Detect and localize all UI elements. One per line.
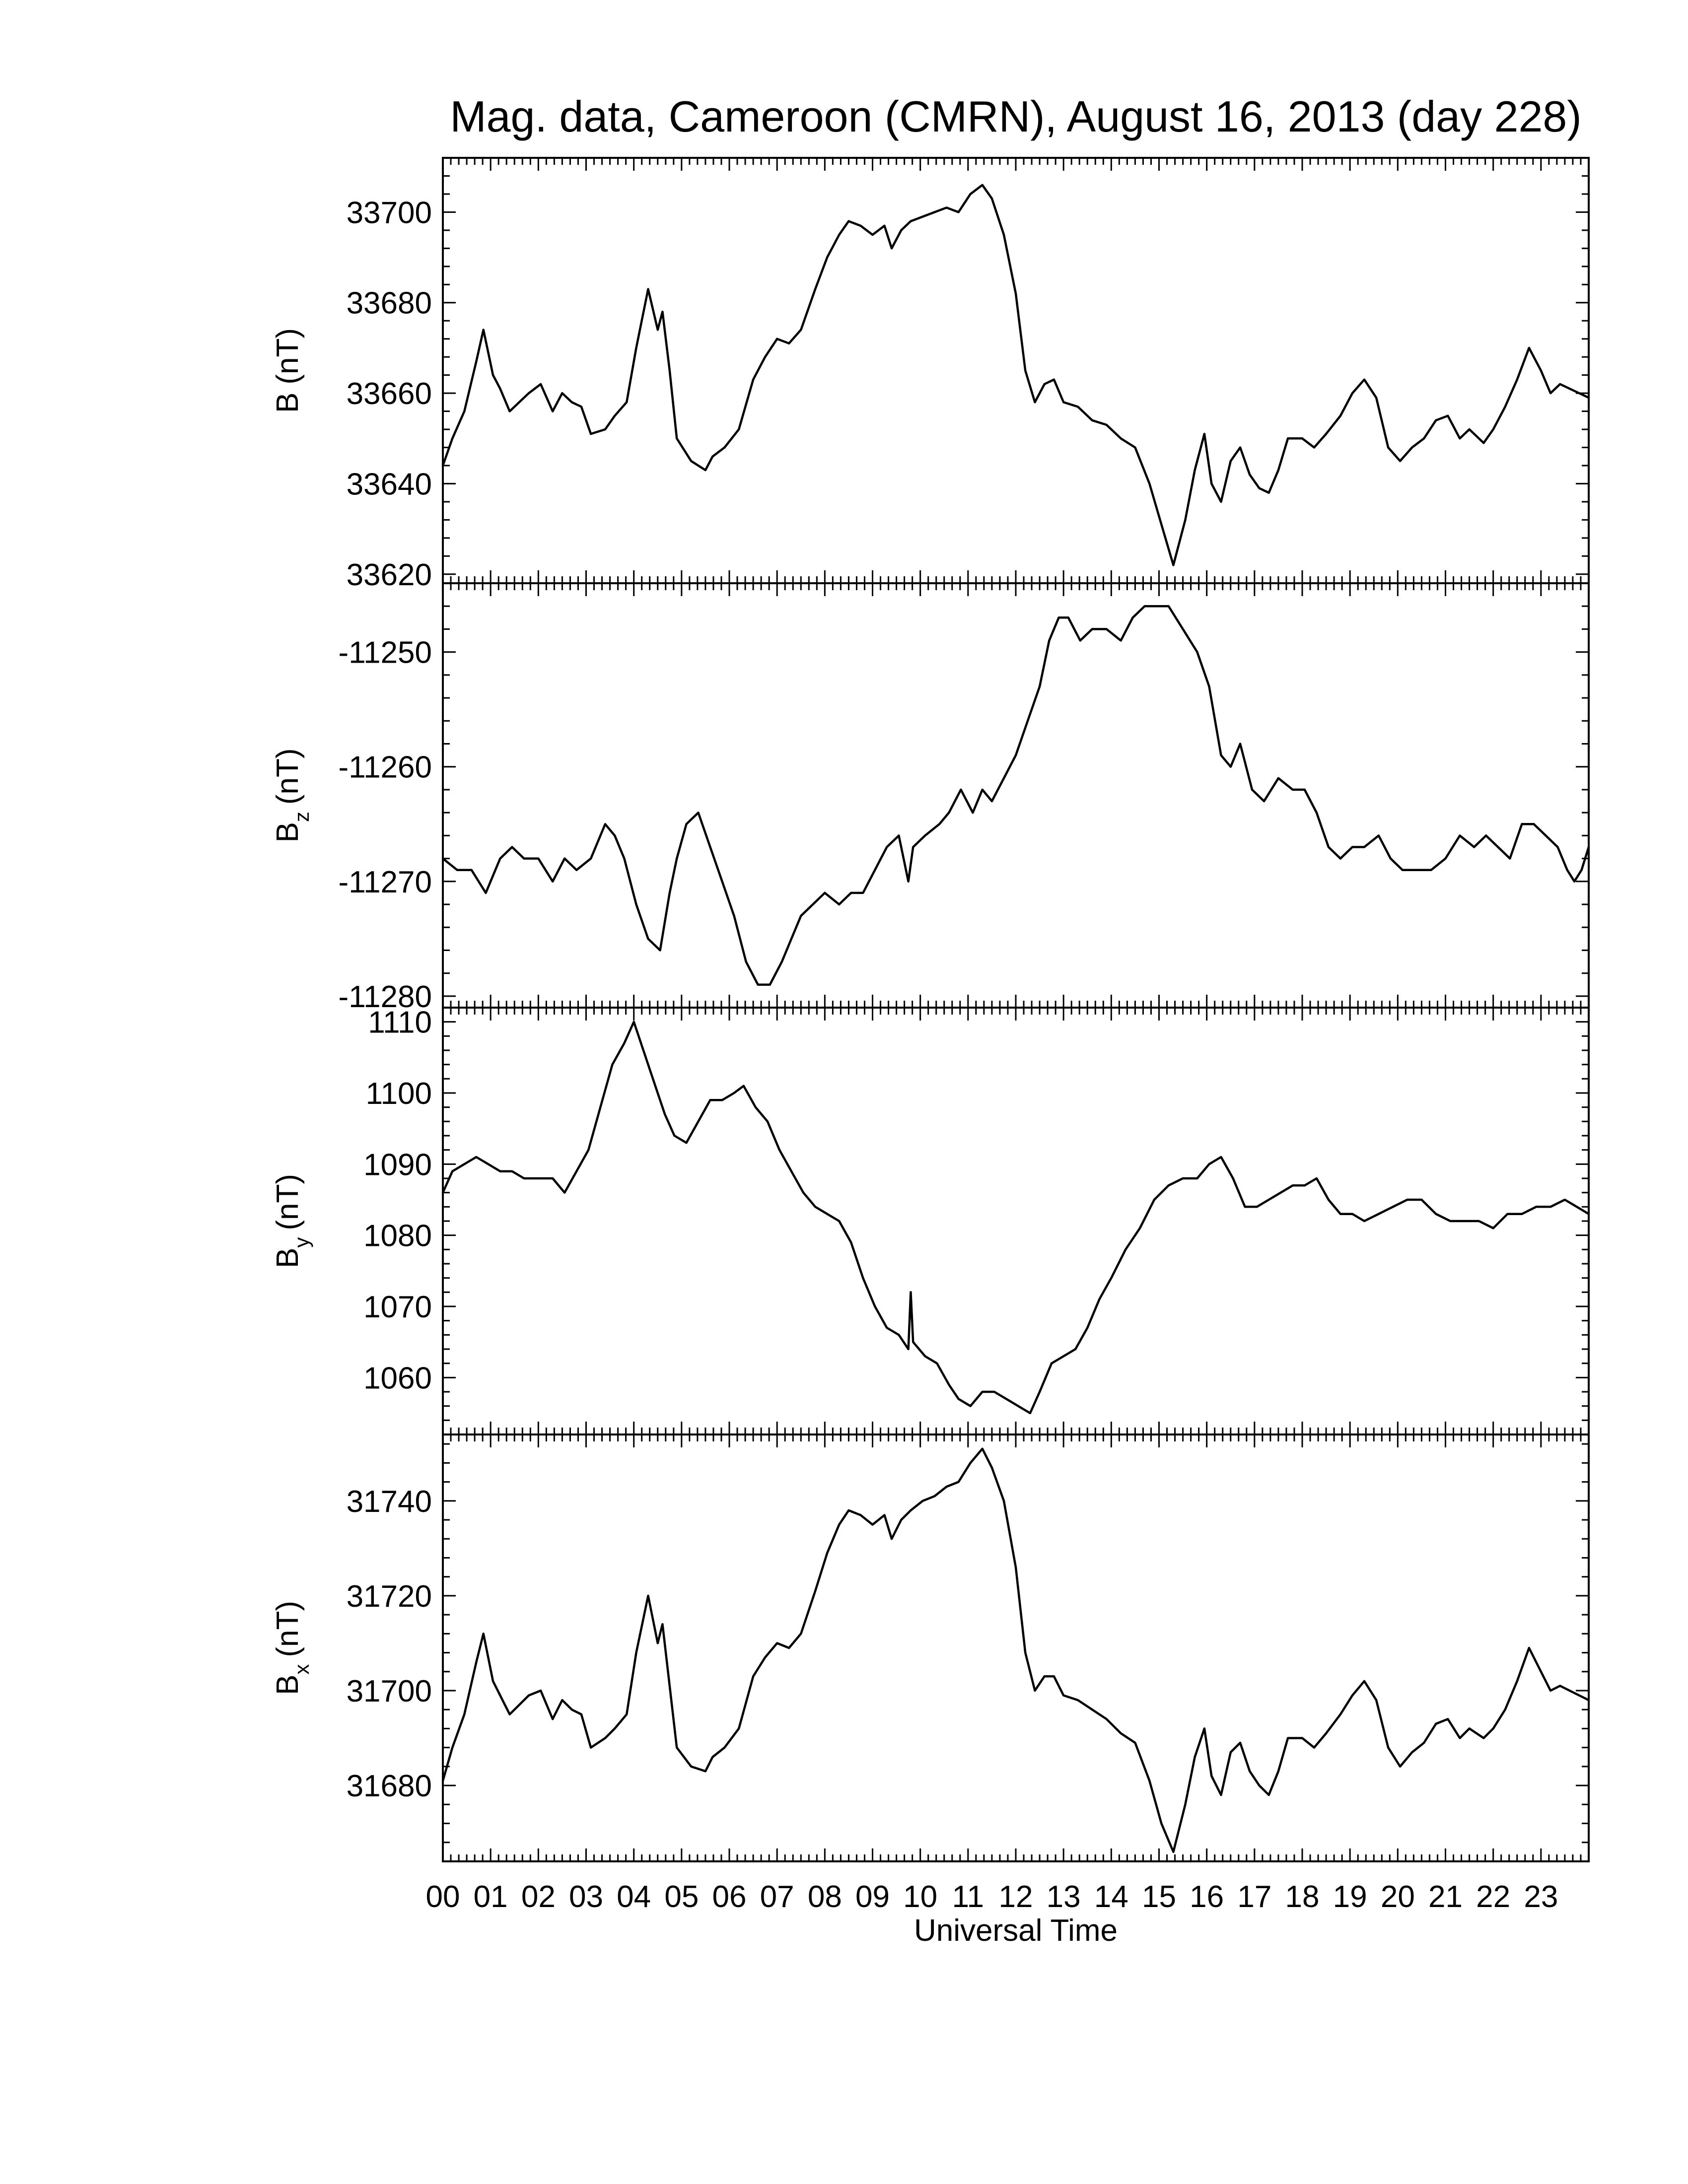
y-tick-label: 31740 bbox=[347, 1485, 432, 1519]
x-tick-label: 01 bbox=[474, 1880, 508, 1914]
y-tick-label: 1110 bbox=[368, 1006, 432, 1040]
y-tick-label: 33660 bbox=[347, 377, 432, 411]
y-tick-label: 33700 bbox=[347, 196, 432, 230]
y-label-main: B bbox=[271, 1248, 305, 1268]
y-axis-label-B: B (nT) bbox=[271, 328, 305, 413]
y-label-unit: (nT) bbox=[271, 748, 305, 805]
y-axis-label-By: By (nT) bbox=[271, 1174, 313, 1268]
x-tick-label: 19 bbox=[1333, 1880, 1367, 1914]
x-tick-label: 23 bbox=[1524, 1880, 1558, 1914]
x-tick-label: 00 bbox=[426, 1880, 460, 1914]
y-tick-label: -11260 bbox=[339, 751, 432, 785]
series-line-By bbox=[441, 1021, 1590, 1415]
y-label-main: B bbox=[271, 822, 305, 842]
y-axis-label-Bx: Bx (nT) bbox=[271, 1601, 313, 1695]
y-label-unit: (nT) bbox=[271, 328, 305, 385]
y-tick-label: 1090 bbox=[363, 1148, 432, 1182]
panel-B: 33620 33640 33660 33680 33700 B (nT) bbox=[271, 157, 1590, 592]
y-tick-label: 33640 bbox=[347, 467, 432, 501]
y-axis-label-Bz: Bz (nT) bbox=[271, 748, 313, 842]
time-axis: 00 01 02 03 04 05 06 07 08 09 10 11 12 13 14 15 16 17 18 19… bbox=[426, 1880, 1558, 1914]
panels-group: 3362033640336603368033700B(nT)-11280-112… bbox=[271, 157, 1590, 1862]
panel-frame bbox=[442, 582, 1590, 1009]
y-tick-label: 1100 bbox=[366, 1077, 432, 1111]
y-tick-label: -11270 bbox=[339, 865, 432, 899]
y-tick-label: 1080 bbox=[363, 1219, 432, 1253]
panel-frame bbox=[442, 1433, 1590, 1862]
panel-Bz: -11280 -11270 -11260 -11250 Bz (nT) bbox=[271, 582, 1590, 1014]
series-line-Bz bbox=[441, 605, 1590, 986]
y-tick-label: 1070 bbox=[363, 1290, 432, 1324]
x-tick-label: 05 bbox=[664, 1880, 699, 1914]
x-tick-label: 22 bbox=[1476, 1880, 1510, 1914]
x-tick-label: 12 bbox=[999, 1880, 1033, 1914]
x-tick-label: 09 bbox=[855, 1880, 890, 1914]
series-line-B bbox=[441, 184, 1590, 566]
chart-title: Mag. data, Cameroon (CMRN), August 16, 2… bbox=[450, 92, 1581, 141]
y-label-subscript: x bbox=[290, 1664, 313, 1675]
y-label-unit: (nT) bbox=[271, 1601, 305, 1657]
y-tick-label: -11250 bbox=[339, 636, 432, 670]
y-tick-label: -11280 bbox=[339, 980, 432, 1014]
y-tick-label: 31680 bbox=[347, 1769, 432, 1803]
x-tick-label: 18 bbox=[1285, 1880, 1320, 1914]
x-tick-label: 02 bbox=[521, 1880, 556, 1914]
series-line-Bx bbox=[441, 1447, 1590, 1853]
y-label-subscript: z bbox=[290, 812, 313, 822]
x-tick-label: 06 bbox=[712, 1880, 747, 1914]
x-tick-label: 14 bbox=[1094, 1880, 1128, 1914]
y-label-unit: (nT) bbox=[271, 1174, 305, 1230]
x-tick-label: 13 bbox=[1047, 1880, 1081, 1914]
y-tick-label: 33680 bbox=[347, 286, 432, 321]
y-tick-label: 31700 bbox=[347, 1674, 432, 1708]
y-tick-label: 31720 bbox=[347, 1579, 432, 1614]
y-tick-label: 1060 bbox=[363, 1361, 432, 1395]
panel-frame bbox=[442, 157, 1590, 584]
x-tick-label: 10 bbox=[903, 1880, 937, 1914]
x-tick-label: 11 bbox=[952, 1880, 984, 1914]
x-tick-label: 03 bbox=[569, 1880, 603, 1914]
x-tick-label: 08 bbox=[808, 1880, 842, 1914]
y-label-subscript: y bbox=[290, 1237, 313, 1248]
x-tick-label: 17 bbox=[1237, 1880, 1271, 1914]
x-tick-label: 07 bbox=[760, 1880, 794, 1914]
y-label-main: B bbox=[271, 393, 305, 413]
x-axis-label: Universal Time bbox=[914, 1913, 1118, 1948]
x-tick-label: 04 bbox=[617, 1880, 651, 1914]
x-tick-label: 20 bbox=[1381, 1880, 1415, 1914]
panel-Bx: 31680 31700 31720 31740 Bx (nT) bbox=[271, 1433, 1590, 1862]
y-tick-label: 33620 bbox=[347, 558, 432, 592]
panel-By: 1060 1070 1080 1090 1100 1110 By (nT) bbox=[271, 1006, 1590, 1435]
x-tick-label: 16 bbox=[1190, 1880, 1224, 1914]
x-tick-label: 15 bbox=[1142, 1880, 1176, 1914]
y-label-main: B bbox=[271, 1675, 305, 1695]
panel-frame bbox=[442, 1007, 1590, 1435]
x-tick-label: 21 bbox=[1428, 1880, 1463, 1914]
